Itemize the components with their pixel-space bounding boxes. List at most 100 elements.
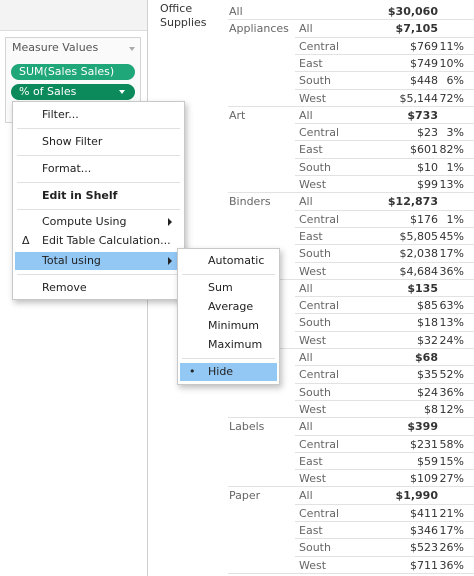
menu-marker: •	[189, 365, 196, 378]
menu-item[interactable]: • Hide	[180, 363, 277, 381]
row-line	[295, 521, 474, 522]
cell-percent: 52%	[439, 368, 464, 382]
menu-label: Compute Using	[42, 215, 127, 228]
region-label: Central	[299, 39, 340, 53]
submenu: Automatic Sum Average Minimum Maximum • Hide	[177, 248, 280, 385]
cell-value: $68	[415, 351, 438, 364]
card-dropdown[interactable]	[129, 47, 135, 51]
pill[interactable]: SUM(Sales Sales)	[11, 64, 135, 80]
row-line	[295, 296, 474, 298]
menu-item[interactable]: Format...	[15, 160, 182, 178]
menu-item[interactable]: Δ Edit Table Calculation...	[15, 232, 182, 250]
cell-value: $109	[410, 472, 438, 486]
region-label: East	[299, 56, 323, 70]
cell-value: $30,060	[387, 5, 438, 18]
context-menu: Filter... Show Filter Format... Edit in She…	[12, 101, 185, 300]
cell-percent: 72%	[439, 91, 464, 105]
region-label: South	[299, 541, 331, 555]
region-label: West	[299, 178, 327, 191]
row-line	[295, 88, 474, 90]
cell-value: $4,684	[399, 264, 439, 278]
cell-percent: 26%	[439, 541, 464, 555]
cell-value: $1,990	[395, 489, 438, 503]
menu-item[interactable]: Total using	[15, 252, 182, 270]
row-line	[295, 244, 474, 246]
menu-label: Format...	[42, 162, 92, 175]
menu-item[interactable]: Maximum	[180, 336, 277, 354]
row-line	[295, 175, 474, 176]
menu-item[interactable]: Sum	[180, 279, 277, 297]
menu-separator	[17, 274, 180, 275]
menu-separator	[182, 358, 275, 359]
row-line	[228, 19, 474, 21]
cell-value: $448	[410, 74, 438, 88]
pill-label: % of Sales	[19, 85, 77, 98]
cell-value: $601	[410, 143, 438, 157]
row-line	[295, 261, 474, 263]
menu-separator	[17, 155, 180, 156]
menu-separator	[17, 128, 180, 129]
row-label: All	[229, 5, 243, 18]
region-label: All	[299, 22, 313, 36]
menu-item[interactable]: Filter...	[15, 106, 182, 124]
row-line	[228, 192, 474, 194]
row-line	[295, 469, 474, 471]
cell-value: $7,105	[395, 22, 438, 36]
row-line	[228, 278, 474, 280]
cell-value: $5,144	[399, 91, 439, 105]
cell-percent: 12%	[439, 402, 464, 416]
menu-label: Edit Table Calculation...	[42, 234, 171, 247]
region-label: Central	[299, 437, 340, 451]
menu-item[interactable]: Compute Using	[15, 213, 182, 231]
region-label: West	[299, 558, 327, 572]
menu-item[interactable]: Remove	[15, 279, 182, 297]
subcategory-label: Labels	[229, 420, 265, 434]
category-label: Office Supplies	[160, 2, 207, 29]
cell-percent: 58%	[439, 437, 464, 451]
row-line	[228, 105, 474, 107]
region-label: All	[299, 489, 313, 503]
submenu-arrow	[168, 218, 172, 226]
cell-percent: 36%	[439, 385, 464, 399]
row-line	[295, 434, 474, 436]
row-line	[295, 226, 474, 228]
pill[interactable]: % of Sales	[11, 84, 135, 100]
cell-percent: 3%	[446, 126, 464, 140]
menu-item[interactable]: Automatic	[180, 252, 277, 270]
submenu-arrow	[168, 257, 172, 265]
menu-item[interactable]: Edit in Shelf	[15, 187, 182, 205]
region-label: South	[299, 74, 331, 88]
cell-percent: 17%	[439, 524, 464, 537]
cell-percent: 27%	[439, 472, 464, 486]
region-label: All	[299, 195, 313, 209]
menu-label: Filter...	[42, 108, 79, 121]
menu-item[interactable]: Average	[180, 298, 277, 316]
cell-percent: 11%	[439, 39, 464, 53]
subcategory-label: Art	[229, 108, 246, 122]
row-line	[295, 313, 474, 315]
menu-label: Automatic	[208, 254, 265, 267]
menu-icon: Δ	[22, 234, 30, 247]
menu-item[interactable]: Minimum	[180, 317, 277, 335]
cell-value: $2,038	[399, 247, 439, 261]
cell-percent: 36%	[439, 558, 464, 572]
cell-percent: 45%	[439, 229, 464, 243]
region-label: All	[299, 351, 313, 364]
row-line	[295, 157, 474, 159]
cell-percent: 82%	[439, 143, 464, 157]
row-line	[295, 209, 474, 211]
cell-value: $231	[410, 437, 438, 451]
region-label: All	[299, 108, 313, 122]
menu-label: Maximum	[208, 338, 263, 351]
cell-percent: 24%	[439, 333, 464, 347]
row-line	[295, 330, 474, 332]
cell-percent: 13%	[439, 316, 464, 330]
cell-percent: 17%	[439, 247, 464, 261]
region-label: South	[299, 160, 331, 174]
pill-dropdown[interactable]	[119, 90, 125, 94]
row-line	[295, 71, 474, 73]
menu-item[interactable]: Show Filter	[15, 133, 182, 151]
cell-percent: 15%	[439, 454, 464, 468]
